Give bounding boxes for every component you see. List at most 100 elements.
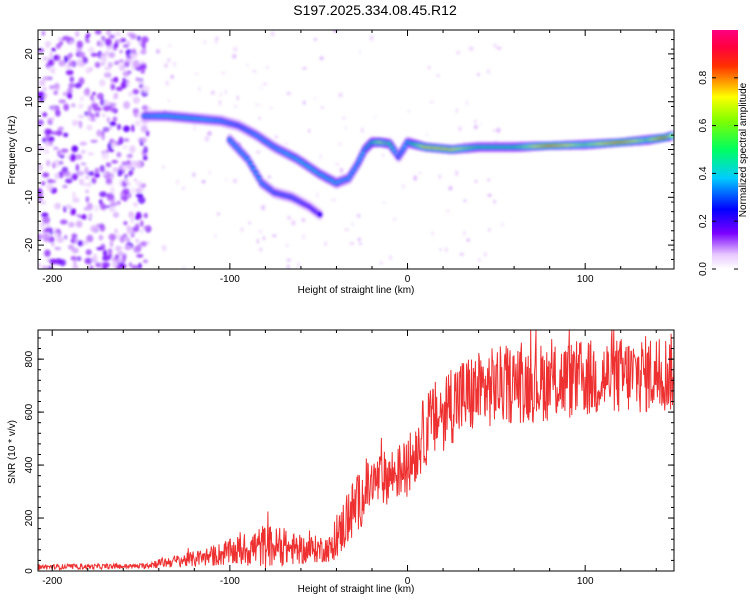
noise-blob [101,113,106,118]
noise-blob [193,125,196,131]
noise-blob [214,38,218,45]
noise-blob [195,72,198,76]
noise-blob [473,125,478,130]
noise-blob [130,160,139,167]
noise-blob [115,265,123,269]
heatmap-ytick-label: 10 [24,96,35,108]
noise-blob [42,137,47,143]
noise-blob [48,236,55,243]
noise-blob [131,124,135,133]
noise-blob [103,205,112,209]
noise-blob [42,112,48,118]
noise-blob [208,170,211,175]
noise-blob [286,215,292,220]
noise-blob [117,250,124,257]
noise-blob [108,52,116,58]
noise-blob [38,262,41,268]
noise-blob [139,241,148,246]
noise-blob [455,108,459,114]
noise-blob [170,74,174,79]
noise-blob [137,196,146,204]
noise-blob [133,178,138,182]
noise-blob [105,105,110,109]
noise-blob [358,50,362,54]
noise-blob [114,30,122,37]
noise-blob [62,35,71,41]
snr-xtick-label: -200 [42,576,62,587]
heatmap-xlabel: Height of straight line (km) [298,285,415,296]
noise-blob [78,103,84,109]
noise-blob [462,230,466,236]
noise-blob [85,249,92,256]
noise-blob [269,107,273,110]
snr-xtick-label: -100 [220,576,240,587]
noise-blob [335,162,340,166]
noise-blob [55,130,63,136]
noise-blob [122,145,128,149]
noise-blob [64,235,68,240]
snr-ytick-label: 400 [24,456,35,473]
noise-blob [175,179,180,185]
branch-track-core [317,212,322,217]
noise-blob [290,220,296,226]
noise-blob [483,252,487,257]
noise-blob [232,46,238,53]
noise-blob [65,204,73,210]
noise-blob [67,221,75,228]
noise-blob [106,117,111,123]
noise-blob [260,86,263,91]
noise-blob [413,175,418,181]
noise-blob [142,85,150,93]
noise-blob [98,234,104,241]
noise-blob [58,99,67,104]
noise-blob [111,160,118,164]
noise-blob [91,177,97,184]
noise-blob [500,222,504,227]
noise-blob [48,179,57,184]
noise-blob [49,65,54,74]
noise-blob [120,81,128,89]
noise-blob [138,83,144,89]
noise-blob [122,44,129,48]
noise-blob [71,233,78,239]
noise-blob [468,46,474,52]
noise-blob [487,193,492,197]
noise-blob [181,186,186,191]
noise-blob [54,83,59,89]
noise-blob [109,121,117,127]
noise-blob [106,30,111,36]
noise-blob [456,50,461,55]
noise-blob [255,150,261,154]
noise-blob [115,86,123,92]
noise-blob [45,227,54,232]
noise-blob [92,91,96,96]
noise-blob [140,49,147,55]
noise-blob [122,188,130,194]
noise-blob [104,66,112,71]
noise-blob [118,59,125,63]
heatmap-xtick-label: 0 [405,274,411,285]
noise-blob [91,103,99,107]
noise-blob [429,100,435,104]
noise-blob [161,245,166,247]
noise-blob [131,265,140,269]
noise-blob [301,217,306,223]
snr-ytick-label: 0 [24,568,35,574]
noise-blob [118,136,124,145]
noise-blob [240,227,244,232]
noise-blob [113,92,119,100]
noise-blob [128,211,135,219]
noise-blob [89,94,94,101]
noise-blob [130,232,135,238]
noise-blob [224,178,228,181]
noise-blob [43,238,51,242]
noise-blob [63,171,72,177]
colorbar [712,30,738,269]
snr-series-line [38,330,674,571]
noise-blob [73,258,77,266]
noise-blob [167,98,171,104]
noise-blob [438,174,442,180]
noise-blob [131,187,135,194]
noise-blob [446,209,450,213]
